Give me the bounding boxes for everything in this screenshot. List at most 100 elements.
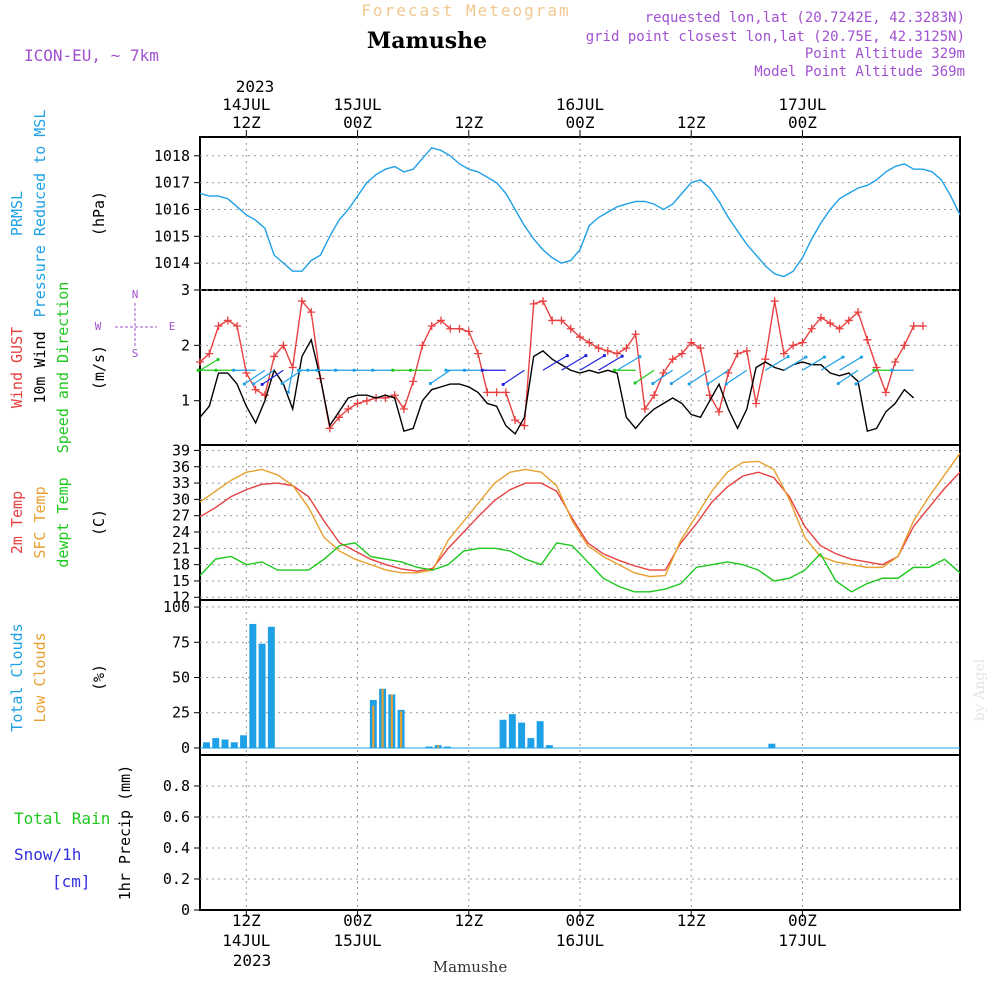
wind-arrow-head: [854, 382, 858, 386]
gust-marker: [603, 346, 612, 355]
gust-marker: [483, 388, 492, 397]
gust-marker: [260, 391, 269, 400]
bottom-hour-label: 00Z: [566, 911, 595, 930]
y-tick-label: 0.2: [163, 870, 190, 888]
gust-marker: [557, 316, 566, 325]
wind-arrow: [579, 355, 605, 371]
unit-label: (hPa): [90, 191, 108, 236]
y-tick-label: 50: [172, 669, 190, 687]
y-tick-label: 1017: [154, 174, 190, 192]
wind-arrow-head: [232, 368, 236, 372]
wind-arrow-head: [408, 368, 413, 372]
wind-arrow-head: [836, 381, 840, 386]
wind-arrow-head: [371, 368, 375, 372]
y-tick-label: 75: [172, 633, 190, 651]
wind-arrow-head: [280, 381, 284, 386]
gust-marker: [399, 405, 408, 414]
wind-arrow: [542, 355, 568, 371]
wind-arrow: [839, 356, 862, 371]
gust-marker: [835, 324, 844, 333]
gust-marker: [409, 377, 418, 386]
panel-0: 1014 1015 1016 1017 1018 PRMSL Pressure Reduce…: [8, 110, 961, 318]
gust-marker: [854, 308, 863, 317]
gust-marker: [205, 349, 214, 358]
unit-label: 1hr Precip (mm): [116, 765, 134, 900]
wind-arrow: [281, 369, 303, 384]
series-line-0: [199, 471, 961, 572]
top-hour-label: 00Z: [566, 113, 595, 132]
y-tick-label: 1016: [154, 200, 190, 218]
total-cloud-bar: [230, 742, 238, 748]
panel-label: Total Clouds: [8, 623, 26, 731]
wind-arrow-head: [602, 354, 607, 358]
low-cloud-bar: [372, 705, 375, 748]
y-tick-label: 25: [172, 704, 190, 722]
wind-arrow: [652, 369, 674, 384]
gust-marker: [511, 416, 520, 425]
gust-marker: [742, 346, 751, 355]
series-line-0: [199, 146, 961, 278]
wind-arrow-head: [480, 368, 484, 372]
total-cloud-bar: [527, 738, 535, 748]
wind-arrow-head: [620, 354, 624, 358]
top-date-label: 17JUL: [778, 95, 826, 114]
year-label-bottom: 2023: [233, 951, 272, 970]
total-cloud-bar: [443, 746, 451, 748]
gust-marker: [548, 316, 557, 325]
wind-arrow-head: [841, 355, 845, 359]
panel-label: Pressure Reduced to MSL: [31, 110, 49, 318]
gust-marker: [455, 324, 464, 333]
gust-marker: [362, 396, 371, 405]
gust-marker: [335, 413, 344, 422]
total-cloud-bar: [425, 746, 433, 748]
point-altitude: Point Altitude 329m: [805, 46, 965, 62]
compass-n: N: [132, 288, 139, 301]
y-tick-label: 27: [172, 507, 190, 525]
gust-marker: [594, 344, 603, 353]
bottom-hour-label: 00Z: [343, 911, 372, 930]
gust-marker: [789, 341, 798, 350]
wind-arrow-head: [612, 368, 617, 372]
top-hour-label: 12Z: [454, 113, 483, 132]
wind-arrow-head: [428, 381, 433, 386]
requested-coords: requested lon,lat (20.7242E, 42.3283N): [645, 10, 965, 26]
wind-arrow-head: [260, 382, 264, 387]
bottom-hour-label: 12Z: [454, 911, 483, 930]
total-cloud-bar: [768, 743, 776, 748]
wind-arrow-head: [859, 355, 864, 359]
wind-arrow: [261, 369, 284, 385]
compass-e: E: [169, 320, 176, 333]
gust-marker: [427, 321, 436, 330]
top-hour-label: 12Z: [677, 113, 706, 132]
gust-marker: [566, 324, 575, 333]
watermark: by Angel: [972, 658, 988, 721]
y-tick-label: 0: [181, 739, 190, 757]
wind-arrow-head: [252, 382, 256, 386]
gust-marker: [659, 369, 668, 378]
wind-arrow-head: [444, 368, 448, 372]
low-cloud-bar: [381, 688, 384, 748]
panel-label: 10m Wind: [31, 331, 49, 403]
gust-marker: [844, 316, 853, 325]
model-altitude: Model Point Altitude 369m: [754, 64, 965, 80]
total-cloud-bar: [240, 735, 248, 748]
top-hour-label: 12Z: [232, 113, 261, 132]
top-date-label: 15JUL: [333, 95, 381, 114]
y-tick-label: 0.4: [163, 839, 190, 857]
wind-arrow-head: [822, 355, 827, 359]
panel-frame: [199, 136, 961, 291]
wind-arrow-head: [890, 368, 894, 372]
gust-marker: [520, 421, 529, 430]
gust-marker: [529, 299, 538, 308]
gust-marker: [297, 297, 306, 306]
y-tick-label: 3: [181, 281, 190, 299]
y-tick-label: 39: [172, 441, 190, 459]
y-tick-label: 1014: [154, 254, 190, 272]
low-cloud-bar: [437, 745, 440, 748]
wind-arrow: [725, 369, 748, 385]
y-tick-label: 100: [163, 598, 190, 616]
y-tick-label: 1: [181, 392, 190, 410]
total-cloud-bar: [267, 626, 275, 748]
wind-arrow-head: [786, 354, 790, 359]
gust-marker: [214, 321, 223, 330]
